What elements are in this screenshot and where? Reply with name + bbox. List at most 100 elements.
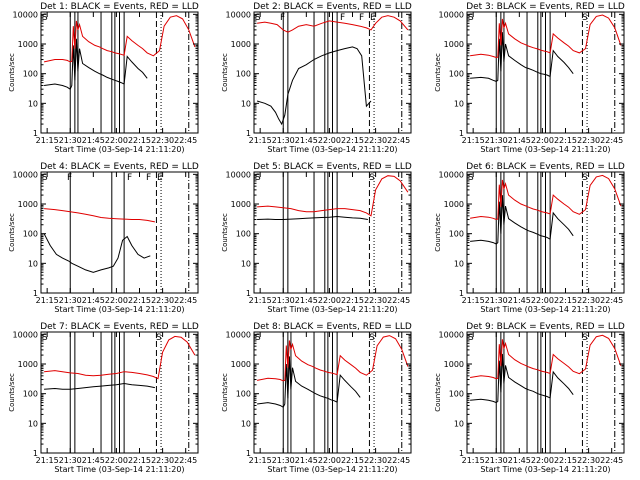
- y-tick-label: 10000: [439, 10, 464, 19]
- series-events: [257, 356, 361, 408]
- x-tick-label: 22:15: [554, 296, 577, 305]
- y-axis-label: Counts/sec: [434, 53, 442, 92]
- y-tick-label: 10: [28, 259, 38, 268]
- x-tick-label: 21:30: [272, 296, 295, 305]
- x-tick-label: 21:45: [508, 136, 531, 145]
- series-events: [44, 382, 155, 390]
- series-lld: [470, 334, 622, 380]
- annotation-label: F: [127, 173, 132, 183]
- y-tick-label: 1: [246, 289, 251, 298]
- y-tick-label: 1: [459, 129, 464, 138]
- chart-title: Det 5: BLACK = Events, RED = LLD: [253, 162, 412, 172]
- plot-frame: [466, 11, 625, 134]
- y-tick-label: 10: [241, 99, 251, 108]
- x-tick-label: 21:30: [272, 136, 295, 145]
- x-tick-label: 22:00: [105, 456, 128, 465]
- series-events: [470, 32, 574, 82]
- y-tick-label: 100: [23, 230, 38, 239]
- x-tick-label: 22:30: [577, 456, 600, 465]
- x-tick-label: 22:45: [600, 296, 623, 305]
- plot-frame: [466, 331, 625, 454]
- y-tick-label: 10000: [439, 330, 464, 339]
- y-tick-label: 10: [28, 419, 38, 428]
- chart-panel-3: Det 3: BLACK = Events, RED = LLD 1 10 100 10…: [434, 2, 625, 154]
- y-tick-label: 100: [449, 230, 464, 239]
- x-tick-label: 22:45: [387, 456, 410, 465]
- chart-panel-4: Det 4: BLACK = Events, RED = LLD 1 10 100 10…: [8, 162, 199, 314]
- series-lld: [43, 15, 196, 63]
- x-tick-label: 21:15: [36, 136, 59, 145]
- x-tick-label: 22:30: [151, 136, 174, 145]
- y-tick-label: 1000: [231, 40, 251, 49]
- x-tick-label: 22:45: [174, 296, 197, 305]
- y-axis-label: Counts/sec: [8, 373, 16, 412]
- y-tick-label: 10: [454, 259, 464, 268]
- plot-frame: [40, 171, 199, 294]
- x-tick-label: 22:00: [105, 136, 128, 145]
- x-axis-label: Start Time (03-Sep-14 21:11:20): [480, 145, 610, 154]
- chart-title: Det 8: BLACK = Events, RED = LLD: [253, 322, 412, 332]
- y-tick-label: 10000: [226, 10, 251, 19]
- chart-title: Det 6: BLACK = Events, RED = LLD: [466, 162, 625, 172]
- y-tick-label: 10000: [13, 170, 38, 179]
- y-axis-label: Counts/sec: [8, 213, 16, 252]
- y-tick-label: 100: [236, 390, 251, 399]
- x-tick-label: 21:45: [295, 136, 318, 145]
- x-tick-label: 22:30: [364, 136, 387, 145]
- annotation-label: S: [42, 333, 48, 343]
- x-tick-label: 21:15: [462, 296, 485, 305]
- annotation-label: S: [468, 13, 474, 23]
- y-tick-label: 1: [459, 449, 464, 458]
- x-tick-label: 22:00: [531, 296, 554, 305]
- x-tick-label: 21:45: [508, 296, 531, 305]
- y-tick-label: 1: [33, 449, 38, 458]
- y-tick-label: 10000: [226, 170, 251, 179]
- x-tick-label: 21:45: [508, 456, 531, 465]
- y-tick-label: 1: [246, 449, 251, 458]
- chart-panel-8: Det 8: BLACK = Events, RED = LLD 1 10 100 10…: [221, 322, 412, 474]
- annotation-label: S: [582, 333, 588, 343]
- x-axis-label: Start Time (03-Sep-14 21:11:20): [267, 305, 397, 314]
- x-tick-label: 22:45: [387, 136, 410, 145]
- x-axis-label: Start Time (03-Sep-14 21:11:20): [54, 465, 184, 474]
- y-tick-label: 1: [33, 129, 38, 138]
- series-events: [257, 215, 368, 220]
- x-tick-label: 22:30: [151, 296, 174, 305]
- x-tick-label: 22:15: [128, 456, 151, 465]
- annotation-label: S: [42, 173, 48, 183]
- x-tick-label: 21:15: [249, 136, 272, 145]
- y-tick-label: 10000: [439, 170, 464, 179]
- y-tick-label: 1000: [444, 40, 464, 49]
- annotation-label: S: [468, 173, 474, 183]
- x-tick-label: 22:45: [600, 456, 623, 465]
- annotation-label: S: [369, 333, 375, 343]
- x-tick-label: 21:45: [82, 136, 105, 145]
- plot-frame: [253, 171, 412, 294]
- x-tick-label: 22:45: [387, 296, 410, 305]
- x-tick-label: 21:45: [82, 456, 105, 465]
- y-axis-label: Counts/sec: [221, 53, 229, 92]
- series-lld: [44, 335, 196, 380]
- x-tick-label: 22:00: [105, 296, 128, 305]
- series-lld: [470, 14, 622, 59]
- annotation-label: F: [340, 13, 345, 23]
- y-tick-label: 100: [449, 390, 464, 399]
- y-tick-label: 10: [241, 259, 251, 268]
- y-tick-label: 10000: [13, 10, 38, 19]
- x-axis-label: Start Time (03-Sep-14 21:11:20): [480, 465, 610, 474]
- x-tick-label: 21:45: [295, 456, 318, 465]
- y-tick-label: 10: [454, 419, 464, 428]
- x-tick-label: 22:00: [318, 456, 341, 465]
- y-axis-label: Counts/sec: [434, 373, 442, 412]
- plot-frame: [253, 11, 412, 134]
- chart-title: Det 7: BLACK = Events, RED = LLD: [40, 322, 199, 332]
- x-axis-label: Start Time (03-Sep-14 21:11:20): [480, 305, 610, 314]
- x-tick-label: 22:15: [341, 296, 364, 305]
- x-tick-label: 21:30: [272, 456, 295, 465]
- chart-title: Det 4: BLACK = Events, RED = LLD: [40, 162, 199, 172]
- x-tick-label: 21:15: [462, 136, 485, 145]
- x-tick-label: 22:30: [577, 296, 600, 305]
- x-tick-label: 22:00: [318, 296, 341, 305]
